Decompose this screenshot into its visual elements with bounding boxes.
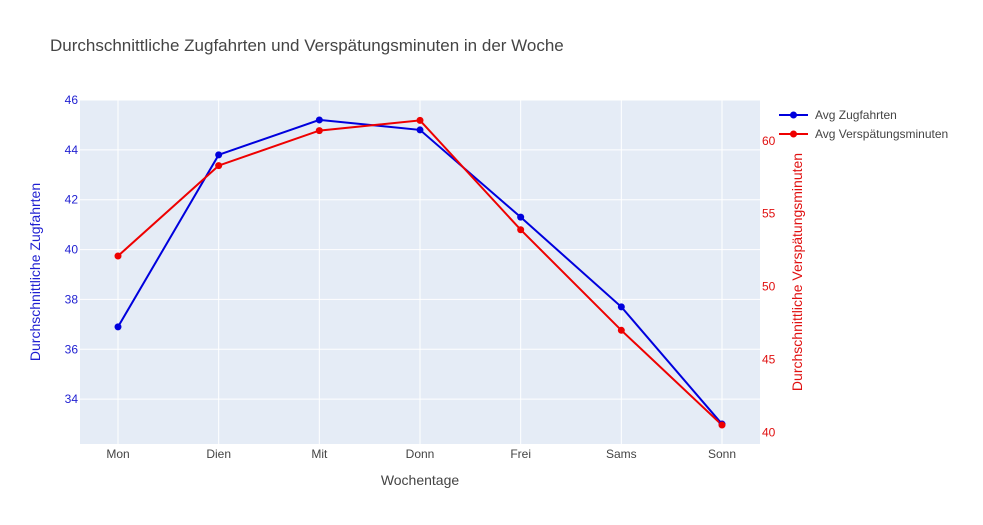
y-axis-right-title: Durchschnittliche Verspätungsminuten (789, 153, 805, 391)
data-point[interactable] (315, 116, 323, 124)
y-left-tick-label: 36 (65, 342, 79, 356)
legend-label-zugfahrten[interactable]: Avg Zugfahrten (815, 108, 897, 122)
data-point[interactable] (517, 213, 525, 221)
data-point[interactable] (315, 127, 323, 135)
y-left-tick-label: 34 (65, 392, 79, 406)
data-point[interactable] (617, 326, 625, 334)
y-left-tick-label: 42 (65, 193, 79, 207)
x-tick-label: Donn (406, 447, 435, 461)
axis-ticks: Mon Dien Mit Donn Frei Sams Sonn 34 36 38 40 42 44 46… (65, 93, 776, 461)
y-axis-left-title: Durchschnittliche Zugfahrten (27, 183, 43, 361)
x-tick-label: Mon (106, 447, 129, 461)
x-tick-label: Frei (510, 447, 531, 461)
y-right-tick-label: 45 (762, 352, 776, 366)
data-point[interactable] (215, 162, 223, 170)
legend-marker-verspaetung (790, 130, 797, 138)
x-axis-title: Wochentage (381, 472, 460, 488)
y-right-tick-label: 60 (762, 134, 776, 148)
y-left-tick-label: 44 (65, 143, 79, 157)
y-right-tick-label: 40 (762, 425, 776, 439)
x-tick-label: Sonn (708, 447, 736, 461)
chart-title: Durchschnittliche Zugfahrten und Verspät… (50, 36, 564, 55)
series-points (114, 116, 726, 429)
data-point[interactable] (416, 116, 424, 124)
y-left-tick-label: 38 (65, 292, 79, 306)
gridlines (80, 99, 760, 444)
data-point[interactable] (114, 323, 122, 331)
data-point[interactable] (718, 421, 726, 429)
x-tick-label: Dien (206, 447, 231, 461)
data-point[interactable] (114, 252, 122, 260)
data-point[interactable] (517, 226, 525, 234)
y-right-tick-label: 50 (762, 280, 776, 294)
data-point[interactable] (416, 126, 424, 134)
legend-label-verspaetung[interactable]: Avg Verspätungsminuten (815, 127, 948, 141)
x-tick-label: Mit (311, 447, 328, 461)
x-tick-label: Sams (606, 447, 637, 461)
data-point[interactable] (215, 151, 223, 159)
legend[interactable]: Avg Zugfahrten Avg Verspätungsminuten (779, 108, 948, 141)
y-left-tick-label: 40 (65, 243, 79, 257)
y-right-tick-label: 55 (762, 207, 776, 221)
legend-marker-zugfahrten (790, 111, 797, 119)
data-point[interactable] (617, 303, 625, 311)
y-left-tick-label: 46 (65, 93, 79, 107)
